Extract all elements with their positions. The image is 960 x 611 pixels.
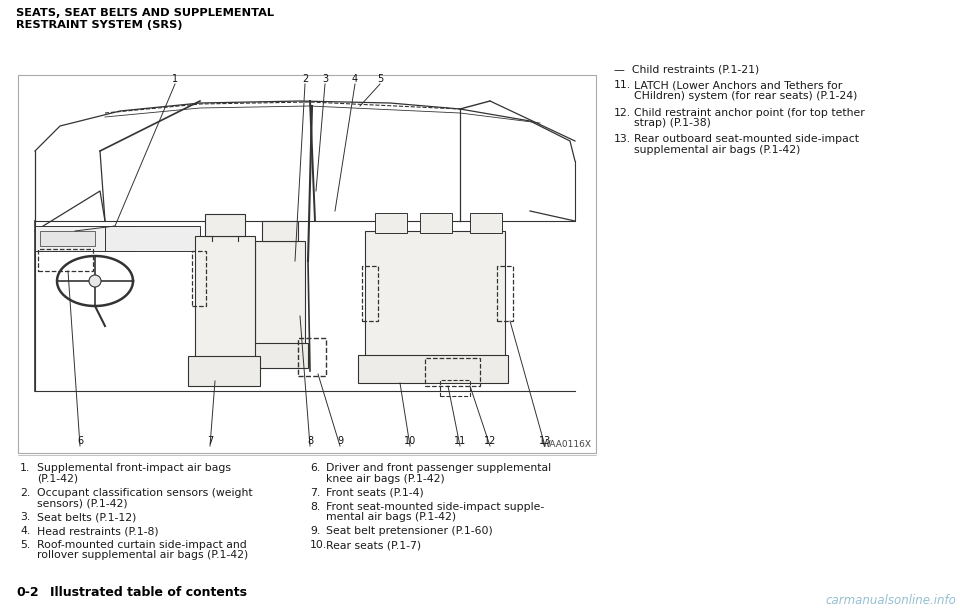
- Bar: [470, 213, 502, 233]
- Text: 5: 5: [377, 74, 383, 84]
- Bar: [425, 358, 480, 386]
- Text: 5.: 5.: [20, 540, 31, 550]
- Bar: [362, 266, 378, 321]
- Text: CHildren) system (for rear seats) (P.1-24): CHildren) system (for rear seats) (P.1-2…: [634, 91, 857, 101]
- Bar: [375, 213, 407, 233]
- Text: (P.1-42): (P.1-42): [37, 474, 78, 483]
- Text: 3.: 3.: [20, 512, 31, 522]
- Text: rollover supplemental air bags (P.1-42): rollover supplemental air bags (P.1-42): [37, 551, 249, 560]
- Text: 9.: 9.: [310, 526, 321, 536]
- Text: 11.: 11.: [614, 81, 631, 90]
- Text: RESTRAINT SYSTEM (SRS): RESTRAINT SYSTEM (SRS): [16, 20, 182, 30]
- Text: 1.: 1.: [20, 463, 31, 473]
- Text: mental air bags (P.1-42): mental air bags (P.1-42): [326, 512, 456, 522]
- Text: 1: 1: [172, 74, 178, 84]
- Text: Rear outboard seat-mounted side-impact: Rear outboard seat-mounted side-impact: [634, 134, 859, 144]
- Bar: [40, 231, 95, 246]
- Bar: [195, 236, 255, 366]
- Text: 2: 2: [301, 74, 308, 84]
- Text: Seat belts (P.1-12): Seat belts (P.1-12): [37, 512, 136, 522]
- Text: 8: 8: [307, 436, 313, 446]
- Text: SEATS, SEAT BELTS AND SUPPLEMENTAL: SEATS, SEAT BELTS AND SUPPLEMENTAL: [16, 8, 274, 18]
- Text: knee air bags (P.1-42): knee air bags (P.1-42): [326, 474, 444, 483]
- Text: 8.: 8.: [310, 502, 321, 511]
- Text: 7: 7: [206, 436, 213, 446]
- Bar: [420, 213, 452, 233]
- Bar: [38, 249, 93, 271]
- Text: Occupant classification sensors (weight: Occupant classification sensors (weight: [37, 488, 252, 497]
- Text: Rear seats (P.1-7): Rear seats (P.1-7): [326, 540, 421, 550]
- Bar: [188, 356, 260, 386]
- Text: Illustrated table of contents: Illustrated table of contents: [50, 586, 247, 599]
- Text: 11: 11: [454, 436, 467, 446]
- Text: 4.: 4.: [20, 526, 31, 536]
- Text: 4: 4: [352, 74, 358, 84]
- Text: Child restraint anchor point (for top tether: Child restraint anchor point (for top te…: [634, 108, 865, 117]
- Bar: [298, 338, 326, 376]
- Text: Roof-mounted curtain side-impact and: Roof-mounted curtain side-impact and: [37, 540, 247, 550]
- Text: 12: 12: [484, 436, 496, 446]
- Text: LATCH (Lower Anchors and Tethers for: LATCH (Lower Anchors and Tethers for: [634, 81, 842, 90]
- Text: 7.: 7.: [310, 488, 321, 497]
- Text: Front seats (P.1-4): Front seats (P.1-4): [326, 488, 423, 497]
- Bar: [358, 355, 508, 383]
- Text: strap) (P.1-38): strap) (P.1-38): [634, 118, 710, 128]
- Text: Head restraints (P.1-8): Head restraints (P.1-8): [37, 526, 158, 536]
- Text: 10.: 10.: [310, 540, 327, 550]
- Bar: [192, 251, 206, 306]
- Text: Front seat-mounted side-impact supple-: Front seat-mounted side-impact supple-: [326, 502, 544, 511]
- Bar: [262, 221, 298, 241]
- Bar: [255, 241, 305, 351]
- Bar: [497, 266, 513, 321]
- Bar: [35, 226, 135, 251]
- Text: supplemental air bags (P.1-42): supplemental air bags (P.1-42): [634, 145, 801, 155]
- Text: 9: 9: [337, 436, 343, 446]
- Bar: [440, 380, 470, 396]
- Text: 13.: 13.: [614, 134, 631, 144]
- Bar: [365, 231, 505, 361]
- Text: 6: 6: [77, 436, 84, 446]
- Circle shape: [89, 275, 101, 287]
- Text: WAA0116X: WAA0116X: [542, 440, 592, 449]
- Text: sensors) (P.1-42): sensors) (P.1-42): [37, 498, 128, 508]
- Text: Driver and front passenger supplemental: Driver and front passenger supplemental: [326, 463, 551, 473]
- Text: Supplemental front-impact air bags: Supplemental front-impact air bags: [37, 463, 231, 473]
- Polygon shape: [105, 226, 200, 251]
- Text: carmanualsonline.info: carmanualsonline.info: [826, 594, 956, 607]
- Text: Seat belt pretensioner (P.1-60): Seat belt pretensioner (P.1-60): [326, 526, 492, 536]
- Bar: [18, 75, 596, 453]
- Text: 13: 13: [539, 436, 551, 446]
- Text: 12.: 12.: [614, 108, 631, 117]
- Text: 6.: 6.: [310, 463, 321, 473]
- Bar: [250, 343, 308, 368]
- Text: 0-2: 0-2: [16, 586, 38, 599]
- Text: 10: 10: [404, 436, 416, 446]
- Text: —  Child restraints (P.1-21): — Child restraints (P.1-21): [614, 64, 759, 74]
- Text: 3: 3: [322, 74, 328, 84]
- Text: 2.: 2.: [20, 488, 31, 497]
- Bar: [205, 214, 245, 236]
